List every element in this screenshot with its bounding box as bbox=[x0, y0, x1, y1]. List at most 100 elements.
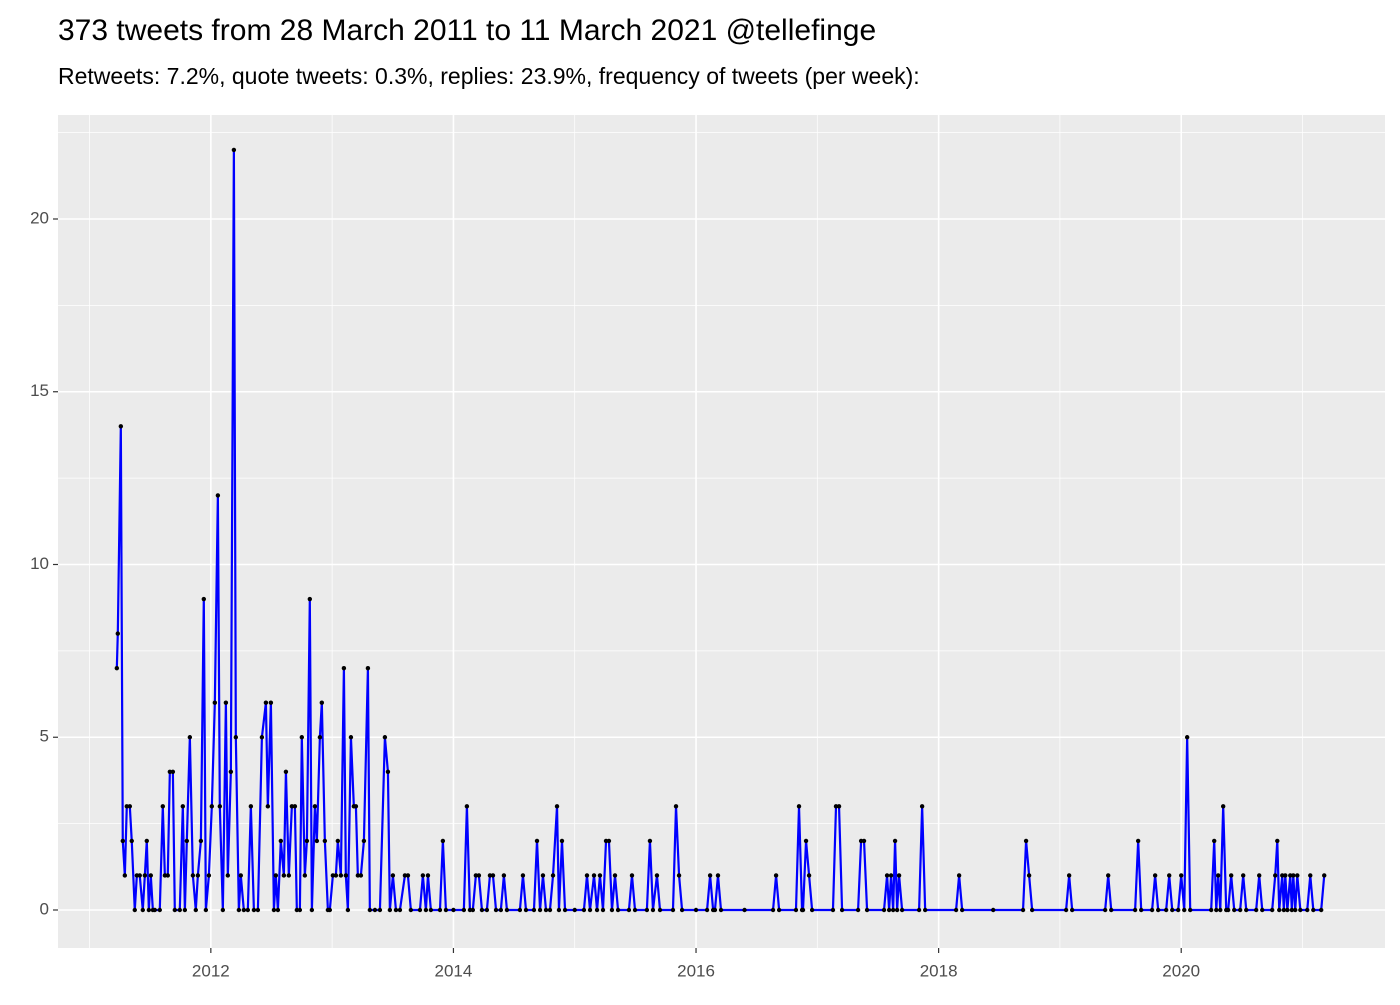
data-point bbox=[314, 838, 320, 844]
data-point bbox=[554, 804, 560, 809]
data-point bbox=[172, 907, 178, 913]
data-point bbox=[1163, 907, 1169, 913]
data-point bbox=[626, 907, 632, 913]
x-tick-label: 2020 bbox=[1162, 961, 1200, 980]
data-point bbox=[1175, 907, 1181, 913]
data-point bbox=[201, 596, 207, 602]
y-tick-label: 5 bbox=[40, 727, 49, 746]
data-point bbox=[612, 873, 618, 878]
data-point bbox=[170, 769, 176, 774]
data-point bbox=[1184, 735, 1190, 740]
data-point bbox=[1135, 838, 1141, 844]
data-point bbox=[473, 873, 479, 878]
data-point bbox=[1155, 907, 1161, 913]
data-point bbox=[644, 907, 650, 913]
data-point bbox=[144, 838, 149, 844]
x-tick-label: 2018 bbox=[920, 961, 958, 980]
data-point bbox=[888, 873, 894, 878]
data-point bbox=[182, 907, 188, 913]
data-point bbox=[142, 873, 148, 878]
data-point bbox=[367, 907, 373, 913]
data-point bbox=[501, 873, 507, 878]
data-point bbox=[397, 907, 403, 913]
data-point bbox=[423, 907, 429, 913]
data-point bbox=[393, 907, 399, 913]
data-point bbox=[233, 735, 239, 740]
data-point bbox=[345, 907, 351, 913]
data-point bbox=[718, 907, 724, 913]
data-point bbox=[387, 907, 393, 913]
data-point bbox=[152, 907, 157, 913]
data-point bbox=[358, 873, 364, 878]
data-point bbox=[437, 907, 443, 913]
data-point bbox=[479, 907, 485, 913]
data-point bbox=[223, 700, 229, 705]
data-point bbox=[286, 873, 292, 878]
data-point bbox=[265, 804, 271, 809]
data-point bbox=[304, 838, 310, 844]
data-point bbox=[833, 804, 839, 809]
data-point bbox=[307, 596, 313, 602]
data-point bbox=[707, 873, 713, 878]
data-point bbox=[1066, 873, 1072, 878]
data-point bbox=[487, 873, 493, 878]
data-point bbox=[531, 907, 537, 913]
data-point bbox=[167, 769, 173, 774]
data-point bbox=[991, 907, 996, 913]
data-point bbox=[956, 873, 962, 878]
data-point bbox=[127, 804, 133, 809]
data-point bbox=[1318, 907, 1324, 913]
data-point bbox=[922, 907, 928, 913]
data-point bbox=[1308, 873, 1313, 878]
data-point bbox=[629, 873, 635, 878]
y-tick-label: 10 bbox=[30, 554, 49, 573]
data-point bbox=[839, 907, 845, 913]
chart-subtitle: Retweets: 7.2%, quote tweets: 0.3%, repl… bbox=[58, 63, 920, 89]
data-point bbox=[184, 838, 190, 844]
data-point bbox=[129, 838, 134, 844]
data-point bbox=[498, 907, 504, 913]
data-point bbox=[220, 907, 226, 913]
data-point bbox=[1218, 907, 1223, 913]
chart-title: 373 tweets from 28 March 2011 to 11 Marc… bbox=[58, 14, 876, 47]
data-point bbox=[836, 804, 842, 809]
data-point bbox=[217, 804, 223, 809]
data-point bbox=[273, 873, 279, 878]
data-point bbox=[461, 907, 467, 913]
data-point bbox=[1187, 907, 1193, 913]
data-point bbox=[484, 907, 490, 913]
data-point bbox=[1273, 873, 1278, 878]
data-line bbox=[115, 148, 1326, 912]
data-point bbox=[390, 873, 396, 878]
data-point bbox=[1026, 873, 1032, 878]
data-point bbox=[275, 907, 281, 913]
data-point bbox=[773, 873, 779, 878]
data-point bbox=[338, 873, 344, 878]
data-point bbox=[615, 907, 621, 913]
data-point bbox=[584, 873, 590, 878]
data-point bbox=[800, 907, 806, 913]
data-point bbox=[953, 907, 959, 913]
data-point bbox=[803, 838, 809, 844]
data-point bbox=[632, 907, 638, 913]
data-point bbox=[1253, 907, 1259, 913]
data-point bbox=[355, 873, 361, 878]
data-point bbox=[137, 873, 142, 878]
data-point bbox=[796, 804, 802, 809]
data-point bbox=[1241, 873, 1246, 878]
data-point bbox=[330, 873, 336, 878]
data-point bbox=[1109, 907, 1114, 913]
data-point bbox=[597, 873, 603, 878]
data-point bbox=[606, 838, 612, 844]
data-point bbox=[322, 838, 328, 844]
data-point bbox=[1311, 907, 1316, 913]
data-point bbox=[591, 873, 597, 878]
data-point bbox=[1029, 907, 1035, 913]
data-point bbox=[809, 907, 815, 913]
data-point bbox=[1132, 907, 1138, 913]
data-point bbox=[440, 838, 446, 844]
data-point bbox=[302, 873, 308, 878]
data-point bbox=[319, 700, 325, 705]
data-point bbox=[209, 804, 215, 809]
